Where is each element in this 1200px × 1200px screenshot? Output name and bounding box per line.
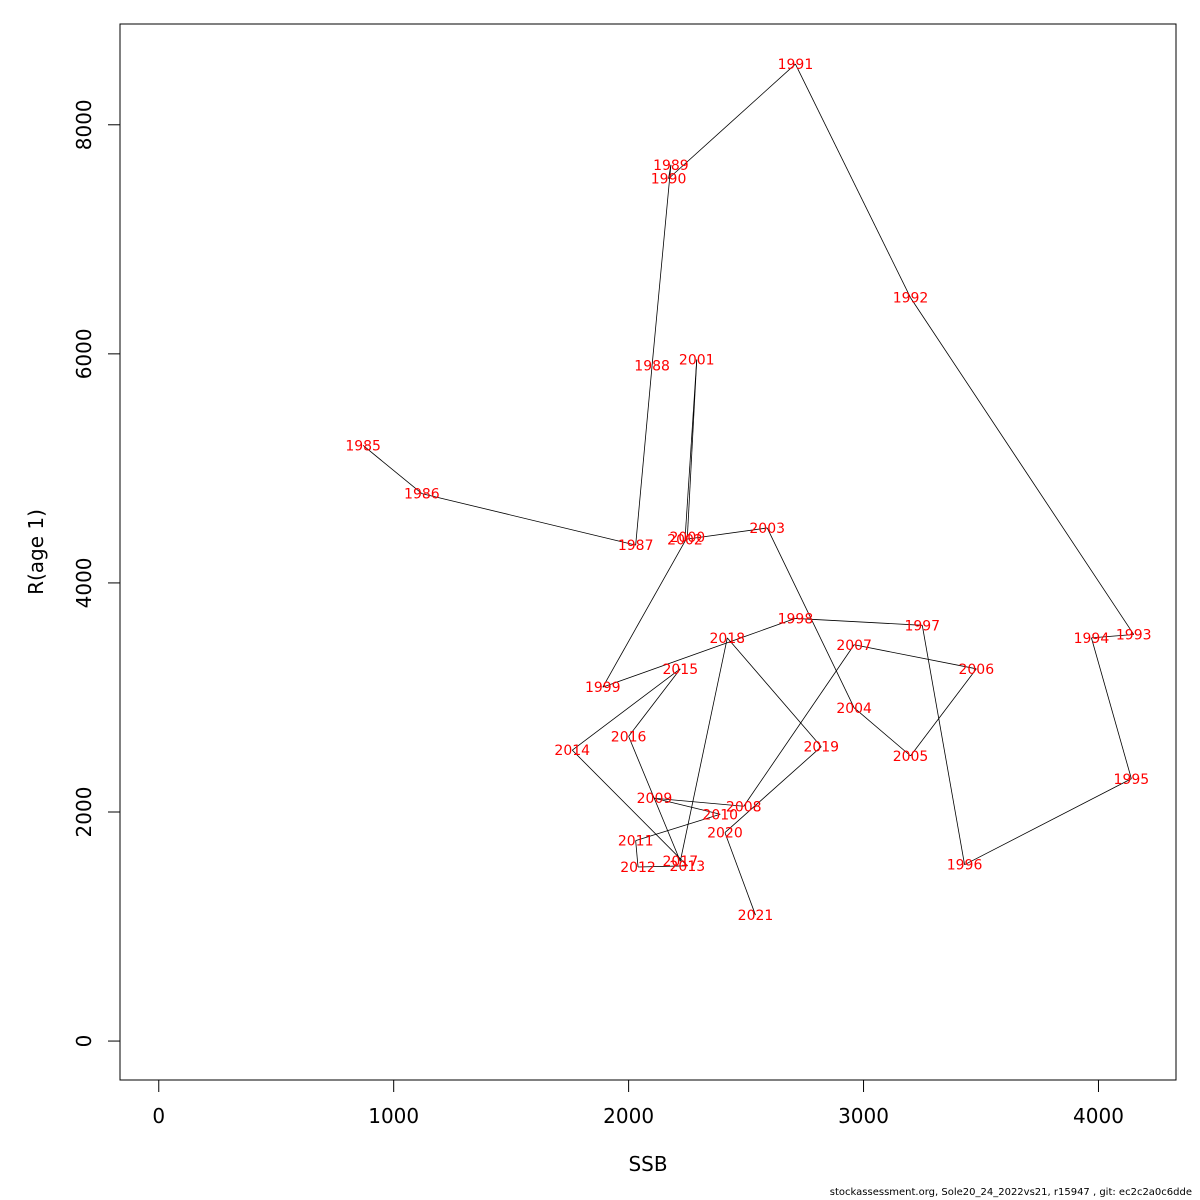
segment-1994-1995 xyxy=(1091,637,1132,779)
segment-1988-1989 xyxy=(651,164,672,366)
x-tick-label: 0 xyxy=(152,1104,165,1128)
point-label-1985: 1985 xyxy=(345,438,381,454)
segment-1986-1987 xyxy=(421,493,636,546)
segment-1998-1999 xyxy=(602,618,796,688)
x-tick-label: 4000 xyxy=(1073,1104,1124,1128)
segment-2007-2008 xyxy=(743,644,855,807)
segment-2017-2018 xyxy=(679,637,728,862)
y-tick-label: 2000 xyxy=(72,787,96,838)
segment-1993-1994 xyxy=(1091,634,1134,639)
point-label-2007: 2007 xyxy=(836,638,872,654)
segment-2003-2004 xyxy=(766,527,855,708)
x-axis: 0 1000 2000 3000 4000 xyxy=(152,1079,1124,1128)
point-label-1999: 1999 xyxy=(585,680,621,696)
segment-2004-2005 xyxy=(853,707,911,757)
segment-1995-1996 xyxy=(964,778,1132,866)
y-tick-label: 0 xyxy=(72,1035,96,1048)
point-label-2001: 2001 xyxy=(679,353,715,369)
segment-2012-2013 xyxy=(638,865,688,868)
footer-note: stockassessment.org, Sole20_24_2022vs21,… xyxy=(829,1187,1192,1198)
point-label-2011: 2011 xyxy=(618,834,654,850)
segment-1987-1988 xyxy=(635,365,653,546)
point-label-2000: 2000 xyxy=(670,530,706,546)
point-label-2006: 2006 xyxy=(958,662,994,678)
segment-2006-2007 xyxy=(854,644,977,670)
point-label-2012: 2012 xyxy=(620,860,656,876)
segment-1991-1992 xyxy=(795,63,911,298)
segment-1992-1993 xyxy=(910,297,1135,635)
y-axis: 0 2000 4000 6000 8000 xyxy=(72,99,121,1048)
point-label-2004: 2004 xyxy=(836,701,872,717)
point-label-1997: 1997 xyxy=(904,618,940,634)
point-label-2003: 2003 xyxy=(749,521,785,537)
y-axis-title: R(age 1) xyxy=(24,509,48,595)
segment-2009-2010 xyxy=(654,797,721,815)
point-label-2019: 2019 xyxy=(803,740,839,756)
point-label-1995: 1995 xyxy=(1114,772,1150,788)
point-label-2021: 2021 xyxy=(738,908,774,924)
point-label-2010: 2010 xyxy=(702,807,738,823)
y-tick-label: 6000 xyxy=(72,328,96,379)
x-tick-label: 1000 xyxy=(368,1104,419,1128)
segment-2013-2014 xyxy=(571,749,688,867)
segment-2005-2006 xyxy=(910,668,977,757)
point-label-1991: 1991 xyxy=(778,57,814,73)
segment-2015-2016 xyxy=(628,668,681,737)
segment-1997-1998 xyxy=(795,618,923,626)
point-label-2020: 2020 xyxy=(707,826,743,842)
y-tick-label: 8000 xyxy=(72,99,96,150)
segment-2011-2012 xyxy=(635,840,639,868)
point-label-1998: 1998 xyxy=(778,611,814,627)
segment-1989-1990 xyxy=(668,164,672,179)
point-label-2014: 2014 xyxy=(554,743,590,759)
segment-2001-2002 xyxy=(684,359,698,540)
segment-1985-1986 xyxy=(362,445,423,494)
point-label-1989: 1989 xyxy=(653,158,689,174)
trajectory-line xyxy=(362,63,1135,916)
x-tick-label: 3000 xyxy=(838,1104,889,1128)
point-label-2009: 2009 xyxy=(637,791,673,807)
segment-2002-2003 xyxy=(684,527,768,540)
point-label-1987: 1987 xyxy=(618,538,654,554)
point-label-2005: 2005 xyxy=(893,749,929,765)
point-label-2008: 2008 xyxy=(726,799,762,815)
segment-2020-2021 xyxy=(724,832,756,916)
segment-2014-2015 xyxy=(571,668,681,751)
point-label-2002: 2002 xyxy=(667,532,703,548)
segment-2016-2017 xyxy=(628,736,681,862)
segment-1990-1991 xyxy=(668,63,796,179)
point-label-1992: 1992 xyxy=(893,291,929,307)
point-label-2018: 2018 xyxy=(709,631,745,647)
segment-1996-1997 xyxy=(921,625,965,865)
point-label-1988: 1988 xyxy=(634,358,670,374)
point-label-1986: 1986 xyxy=(404,487,440,503)
segment-1999-2000 xyxy=(602,536,688,688)
point-label-1990: 1990 xyxy=(651,172,687,188)
x-axis-title: SSB xyxy=(628,1152,667,1176)
segment-2010-2011 xyxy=(635,813,721,842)
point-label-2015: 2015 xyxy=(662,662,698,678)
point-label-1994: 1994 xyxy=(1074,631,1110,647)
segment-2008-2009 xyxy=(654,797,744,807)
point-label-2017: 2017 xyxy=(662,854,698,870)
point-label-2016: 2016 xyxy=(611,729,647,745)
point-label-2013: 2013 xyxy=(670,859,706,875)
point-label-1996: 1996 xyxy=(947,858,983,874)
segment-2018-2019 xyxy=(726,637,822,747)
point-label-1993: 1993 xyxy=(1116,627,1152,643)
segment-2019-2020 xyxy=(724,746,822,833)
x-tick-label: 2000 xyxy=(603,1104,654,1128)
y-tick-label: 4000 xyxy=(72,557,96,608)
